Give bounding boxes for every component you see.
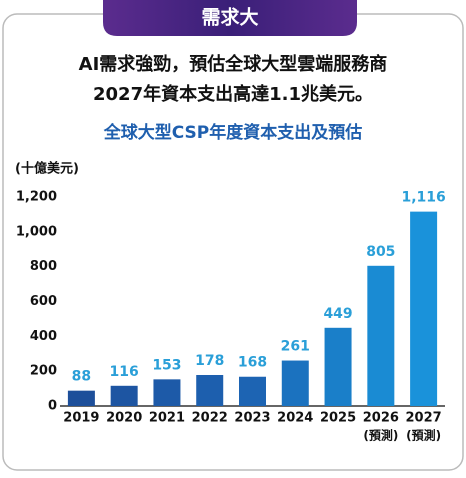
y-tick-label: 1,000 [16,224,57,239]
header-tab [103,0,357,36]
value-label: 153 [152,357,181,373]
x-tick-label: 2023 [234,411,270,426]
bar [281,360,309,406]
x-tick-label: 2026 [363,411,399,426]
bar [324,327,352,406]
value-label: 88 [72,369,91,385]
x-tick-label: 2021 [149,411,185,426]
x-tick-sublabel: (預測) [406,428,441,443]
y-tick-label: 400 [30,329,57,344]
x-tick-label: 2027 [406,411,442,426]
x-tick-label: 2024 [277,411,313,426]
intro-line: AI需求強勁，預估全球大型雲端服務商 [79,53,388,75]
bar [110,385,138,406]
header-tag: 需求大 [201,6,258,29]
bar [196,374,224,406]
x-tick-label: 2025 [320,411,356,426]
y-tick-label: 0 [48,399,57,414]
bar [239,376,266,406]
y-tick-label: 200 [30,364,57,379]
y-tick-label: 1,200 [16,190,57,205]
bar [367,265,395,406]
value-label: 178 [195,353,224,369]
value-label: 805 [366,244,395,260]
bar [67,390,95,406]
bar [410,211,438,406]
y-tick-label: 800 [30,259,57,274]
value-label: 168 [238,355,267,371]
x-tick-label: 2020 [106,411,142,426]
chart-title: 全球大型CSP年度資本支出及預估 [103,122,363,143]
y-tick-label: 600 [30,294,57,309]
value-label: 261 [281,339,310,355]
value-label: 449 [323,306,352,322]
x-tick-label: 2022 [192,411,228,426]
value-label: 116 [110,364,139,380]
x-tick-label: 2019 [63,411,99,426]
bar [153,379,181,406]
y-axis-label: (十億美元) [15,161,79,177]
value-label: 1,116 [401,190,445,206]
intro-line: 2027年資本支出高達1.1兆美元。 [93,83,373,105]
x-tick-sublabel: (預測) [363,428,398,443]
